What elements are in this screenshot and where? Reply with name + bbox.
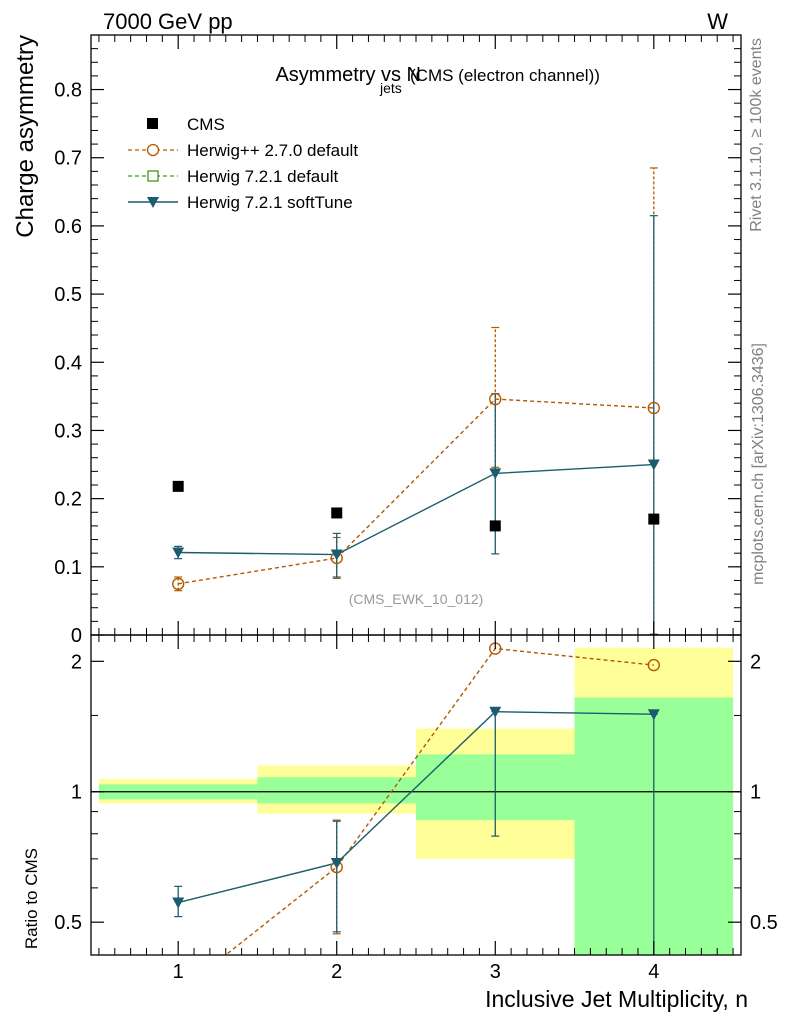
cms-point: [331, 507, 343, 519]
legend-item-herwigpp: Herwig++ 2.7.0 default: [128, 141, 358, 160]
ratio-band-green: [257, 777, 416, 804]
ratio-herwigpp-line: [224, 647, 654, 955]
cms-point: [172, 480, 184, 492]
ratio-y-axis-label: Ratio to CMS: [22, 848, 41, 949]
legend-item-herwig7-softtune: Herwig 7.2.1 softTune: [128, 193, 353, 212]
ratio-y-tick-label: 1: [71, 782, 82, 804]
main-title-subscript: jets: [379, 80, 402, 96]
legend-label-cms: CMS: [187, 115, 225, 134]
x-tick-label: 2: [331, 961, 342, 983]
herwigpp-point: [647, 401, 661, 415]
main-y-tick-label: 0.3: [54, 420, 82, 442]
main-y-tick-label: 0: [71, 625, 82, 647]
herwig7-softtune-line: [178, 463, 654, 556]
legend: CMS Herwig++ 2.7.0 default Herwig 7.2.1 …: [128, 115, 358, 212]
main-title-suffix: (CMS (electron channel)): [410, 66, 600, 85]
ratio-y-tick-label: 0.5: [54, 912, 82, 934]
ratio-herwigpp-point: [647, 658, 661, 672]
x-tick-label: 4: [648, 961, 659, 983]
ratio-herwig7-softtune-point: [330, 857, 343, 869]
legend-item-herwig7-default: Herwig 7.2.1 default: [128, 167, 338, 186]
herwig7-softtune-point: [172, 547, 185, 559]
herwig7-softtune-point: [330, 549, 343, 561]
legend-marker-cms: [147, 118, 158, 129]
ratio-herwigpp-point: [173, 987, 184, 998]
main-y-tick-label: 0.4: [54, 352, 82, 374]
legend-marker-herwig7-softtune: [147, 197, 159, 208]
herwig7-softtune-point: [489, 468, 502, 480]
cms-point: [489, 520, 501, 532]
x-axis-label: Inclusive Jet Multiplicity, n: [485, 986, 748, 1012]
legend-label-herwigpp: Herwig++ 2.7.0 default: [187, 141, 358, 160]
legend-item-cms: CMS: [147, 115, 225, 134]
main-y-tick-label: 0.1: [54, 557, 82, 579]
analysis-id-annotation: (CMS_EWK_10_012): [349, 591, 484, 607]
ratio-y-tick-label-right: 1: [750, 782, 761, 804]
ratio-y-tick-label-right: 2: [750, 651, 761, 673]
main-title: Asymmetry vs N: [275, 64, 421, 86]
main-y-tick-label: 0.7: [54, 148, 82, 170]
rivet-version-label: Rivet 3.1.10, ≥ 100k events: [748, 38, 765, 232]
legend-label-herwig7-default: Herwig 7.2.1 default: [187, 167, 338, 186]
legend-label-herwig7-softtune: Herwig 7.2.1 softTune: [187, 193, 353, 212]
header-left: 7000 GeV pp: [103, 9, 233, 34]
x-tick-label: 3: [490, 961, 501, 983]
ratio-herwig7-softtune-point: [172, 897, 185, 909]
ratio-panel-frame: [90, 634, 742, 956]
source-reference-label: mcplots.cern.ch [arXiv:1306.3436]: [750, 343, 767, 585]
ratio-y-tick-label-right: 0.5: [750, 912, 778, 934]
main-y-axis-label: Charge asymmetry: [12, 35, 39, 238]
main-y-tick-label: 0.6: [54, 216, 82, 238]
legend-marker-herwig7-default: [147, 170, 159, 182]
ratio-herwig7-softtune-point: [489, 706, 502, 718]
main-y-tick-label: 0.8: [54, 80, 82, 102]
cms-point: [648, 513, 660, 525]
main-y-tick-label: 0.2: [54, 489, 82, 511]
main-y-tick-label: 0.5: [54, 284, 82, 306]
herwig7-softtune-point: [647, 459, 660, 471]
ratio-herwig7-softtune-point: [647, 709, 660, 721]
herwigpp-point: [171, 577, 185, 591]
x-tick-label: 1: [173, 961, 184, 983]
header-right: W: [707, 9, 728, 34]
herwigpp-line: [178, 398, 654, 585]
ratio-y-tick-label: 2: [71, 651, 82, 673]
ratio-herwig7-softtune-line: [178, 711, 654, 904]
herwigpp-point: [489, 392, 502, 406]
legend-marker-herwigpp: [146, 143, 160, 157]
